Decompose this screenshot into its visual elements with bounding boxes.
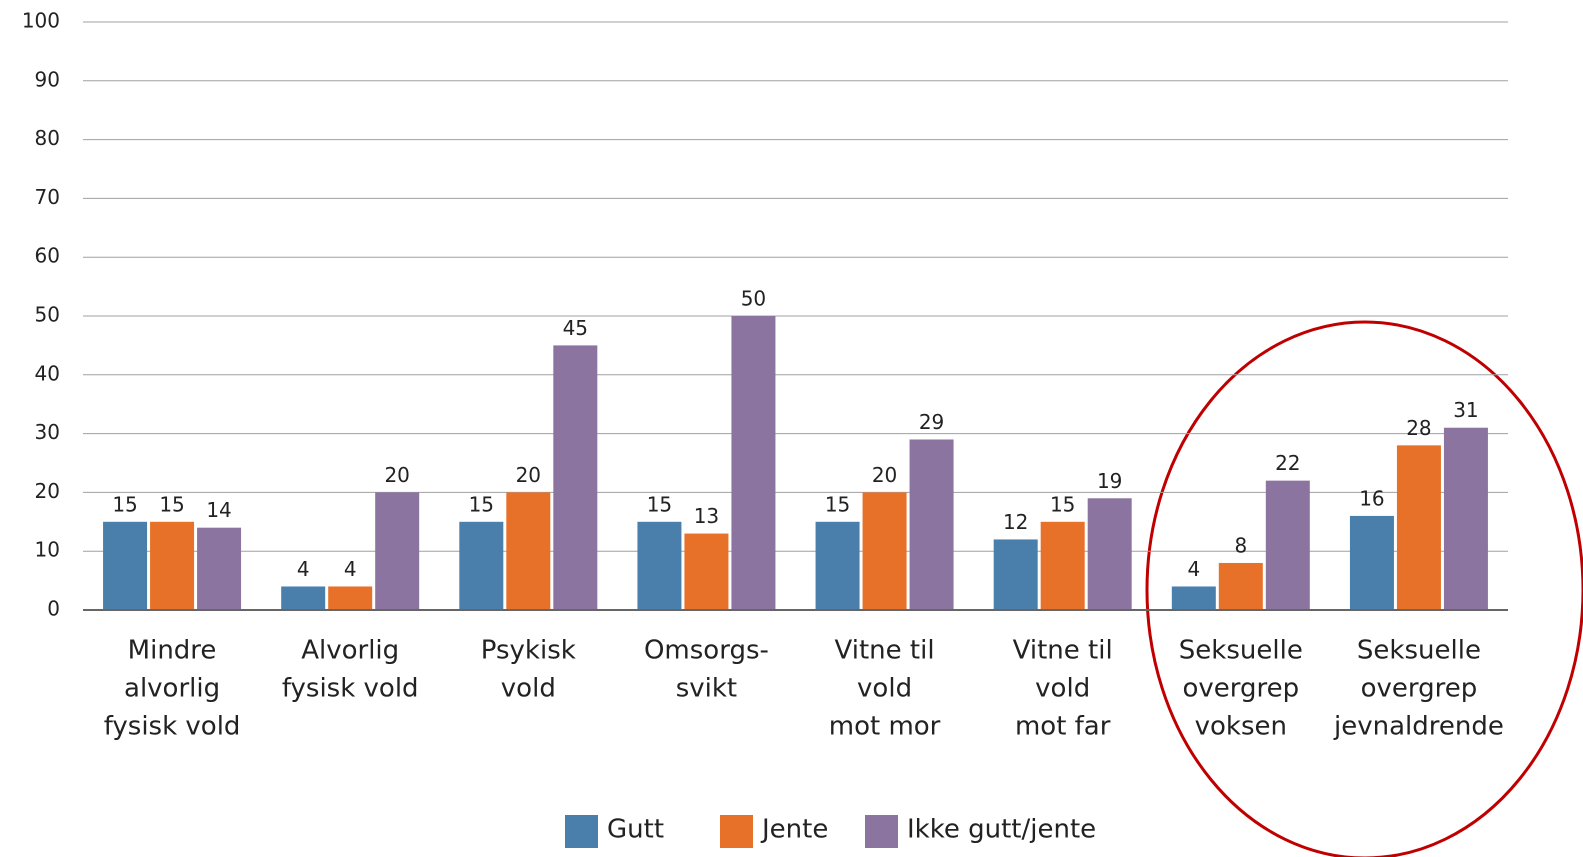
bar <box>1265 480 1310 610</box>
x-tick-label: mot far <box>1015 712 1111 742</box>
value-label: 15 <box>112 492 137 516</box>
value-label: 20 <box>872 463 897 487</box>
bar <box>684 533 729 610</box>
x-tick-label: overgrep <box>1361 674 1478 704</box>
bar <box>506 492 551 610</box>
y-tick-label: 40 <box>35 361 60 385</box>
value-label: 4 <box>1187 557 1200 581</box>
bar <box>862 492 907 610</box>
x-tick-label: svikt <box>676 674 737 704</box>
bar <box>1087 498 1132 610</box>
value-label: 31 <box>1453 398 1478 422</box>
bar <box>637 521 682 610</box>
x-tick-label: Alvorlig <box>301 636 399 666</box>
bar <box>553 345 598 610</box>
x-tick-label: vold <box>501 674 556 704</box>
value-label: 13 <box>694 504 719 528</box>
value-label: 15 <box>159 492 184 516</box>
bar <box>197 527 242 610</box>
legend-swatch <box>865 815 898 848</box>
y-tick-label: 90 <box>35 67 60 91</box>
x-tick-label: vold <box>857 674 912 704</box>
y-tick-label: 60 <box>35 244 60 268</box>
value-label: 29 <box>919 410 944 434</box>
x-tick-label: Seksuelle <box>1357 636 1481 666</box>
bar <box>375 492 420 610</box>
x-tick-label: Seksuelle <box>1179 636 1303 666</box>
legend-label: Gutt <box>607 815 664 845</box>
value-label: 20 <box>384 463 409 487</box>
bar <box>459 521 504 610</box>
y-tick-label: 10 <box>35 538 60 562</box>
bar <box>1171 586 1216 610</box>
y-tick-label: 30 <box>35 420 60 444</box>
bar <box>993 539 1038 610</box>
highlight-ellipse <box>1145 320 1583 857</box>
x-tick-label: Vitne til <box>1013 636 1113 666</box>
y-tick-label: 70 <box>35 185 60 209</box>
x-tick-label: Vitne til <box>835 636 935 666</box>
bar <box>1218 562 1263 610</box>
legend-swatch <box>565 815 598 848</box>
x-tick-label: overgrep <box>1182 674 1299 704</box>
y-tick-label: 0 <box>47 597 60 621</box>
value-label: 16 <box>1359 486 1384 510</box>
legend-swatch <box>720 815 753 848</box>
x-tick-label: Mindre <box>128 636 217 666</box>
x-tick-label: voksen <box>1195 712 1287 742</box>
x-tick-label: jevnaldrende <box>1333 712 1504 742</box>
value-label: 20 <box>516 463 541 487</box>
value-label: 4 <box>297 557 310 581</box>
bar <box>815 521 860 610</box>
value-label: 45 <box>563 316 588 340</box>
bar <box>328 586 373 610</box>
bar <box>1349 515 1394 610</box>
x-tick-label: Psykisk <box>481 636 576 666</box>
y-tick-label: 50 <box>35 303 60 327</box>
y-tick-label: 100 <box>22 9 60 33</box>
value-label: 15 <box>825 492 850 516</box>
x-tick-label: fysisk vold <box>282 674 419 704</box>
bar <box>103 521 148 610</box>
value-label: 15 <box>647 492 672 516</box>
value-label: 4 <box>344 557 357 581</box>
y-tick-label: 80 <box>35 126 60 150</box>
y-tick-label: 20 <box>35 479 60 503</box>
value-label: 8 <box>1234 533 1247 557</box>
bar <box>150 521 195 610</box>
x-tick-label: vold <box>1035 674 1090 704</box>
x-tick-label: alvorlig <box>124 674 220 704</box>
x-tick-label: Omsorgs- <box>644 636 769 666</box>
legend-label: Ikke gutt/jente <box>907 815 1096 845</box>
value-label: 15 <box>1050 492 1075 516</box>
value-label: 50 <box>741 287 766 311</box>
legend-label: Jente <box>760 815 828 845</box>
value-label: 19 <box>1097 469 1122 493</box>
value-label: 15 <box>469 492 494 516</box>
bar <box>1396 445 1441 610</box>
value-label: 28 <box>1406 416 1431 440</box>
bar <box>731 316 776 610</box>
value-label: 14 <box>206 498 231 522</box>
bar <box>909 439 954 610</box>
bar <box>1040 521 1085 610</box>
x-tick-label: fysisk vold <box>104 712 241 742</box>
value-label: 22 <box>1275 451 1300 475</box>
value-label: 12 <box>1003 510 1028 534</box>
x-tick-label: mot mor <box>829 712 941 742</box>
bar <box>1443 427 1488 610</box>
bar <box>281 586 326 610</box>
